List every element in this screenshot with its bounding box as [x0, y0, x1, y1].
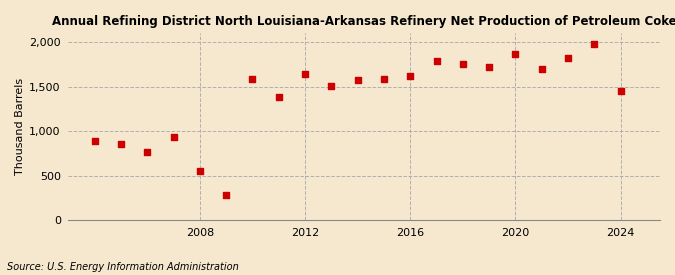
Point	[142, 150, 153, 154]
Point	[484, 65, 495, 69]
Point	[247, 77, 258, 81]
Point	[510, 52, 521, 56]
Point	[536, 67, 547, 71]
Point	[589, 41, 599, 46]
Point	[352, 78, 363, 82]
Point	[379, 76, 389, 81]
Point	[115, 142, 126, 146]
Point	[168, 134, 179, 139]
Point	[221, 193, 232, 197]
Point	[431, 59, 442, 63]
Point	[562, 56, 573, 60]
Point	[405, 74, 416, 78]
Point	[89, 139, 100, 143]
Point	[300, 72, 310, 76]
Y-axis label: Thousand Barrels: Thousand Barrels	[15, 78, 25, 175]
Title: Annual Refining District North Louisiana-Arkansas Refinery Net Production of Pet: Annual Refining District North Louisiana…	[52, 15, 675, 28]
Point	[194, 169, 205, 173]
Point	[458, 61, 468, 66]
Text: Source: U.S. Energy Information Administration: Source: U.S. Energy Information Administ…	[7, 262, 238, 272]
Point	[615, 89, 626, 93]
Point	[326, 84, 337, 89]
Point	[273, 95, 284, 99]
